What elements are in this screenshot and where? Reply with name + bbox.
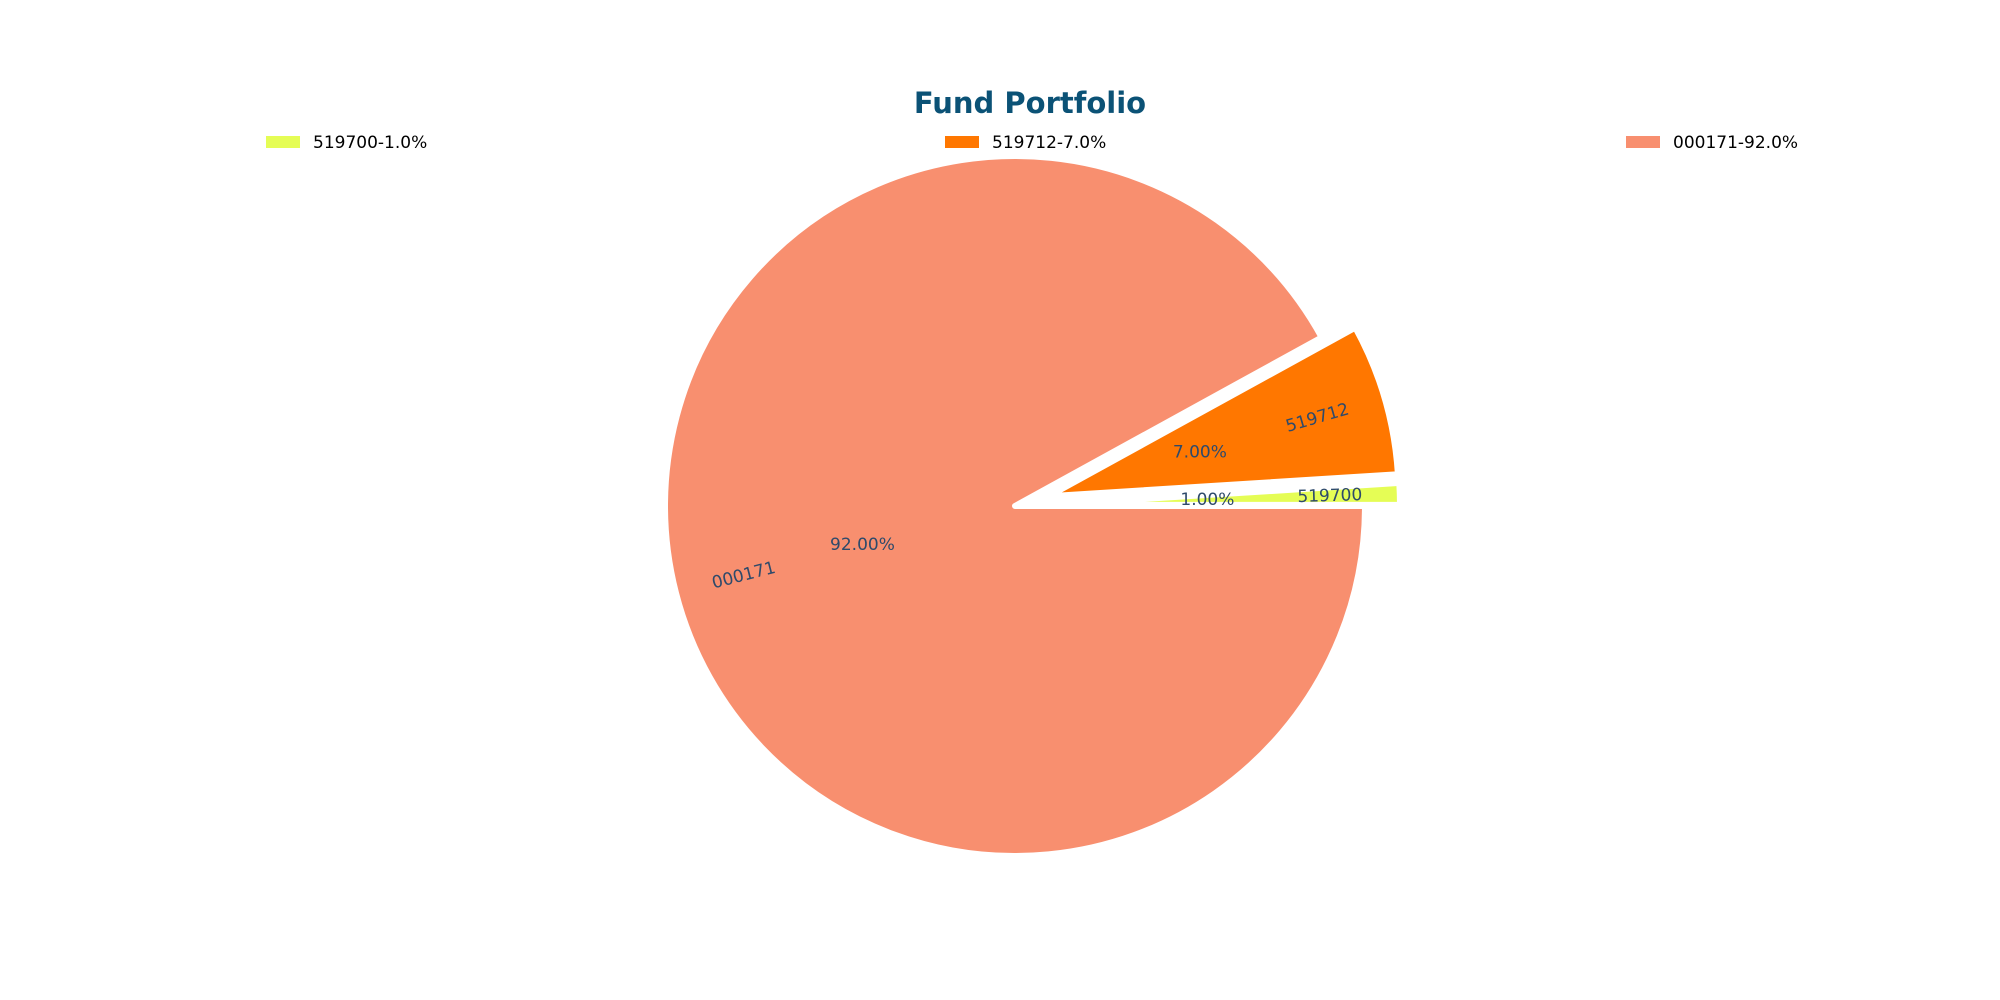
slice-name-label: 519700 xyxy=(1297,485,1363,507)
slice-percent-label: 92.00% xyxy=(830,535,895,555)
pie-slice-519712 xyxy=(1045,324,1401,500)
legend-swatch xyxy=(266,136,300,148)
legend-label: 519700-1.0% xyxy=(313,133,427,153)
slice-percent-label: 7.00% xyxy=(1173,442,1227,462)
legend-label: 519712-7.0% xyxy=(992,133,1106,153)
pie-slices xyxy=(662,152,1403,859)
legend-label: 000171-92.0% xyxy=(1673,133,1798,153)
pie-slice-000171 xyxy=(662,152,1368,859)
slice-percent-label: 1.00% xyxy=(1180,490,1234,510)
legend-swatch xyxy=(1626,136,1660,148)
legend: 519700-1.0% 519712-7.0% 000171-92.0% xyxy=(266,133,1798,153)
pie-slice-519700 xyxy=(1046,479,1403,508)
legend-item: 519700-1.0% xyxy=(266,133,427,153)
legend-swatch xyxy=(945,136,979,148)
legend-item: 000171-92.0% xyxy=(1626,133,1798,153)
chart-title: Fund Portfolio xyxy=(914,86,1146,120)
legend-item: 519712-7.0% xyxy=(945,133,1106,153)
